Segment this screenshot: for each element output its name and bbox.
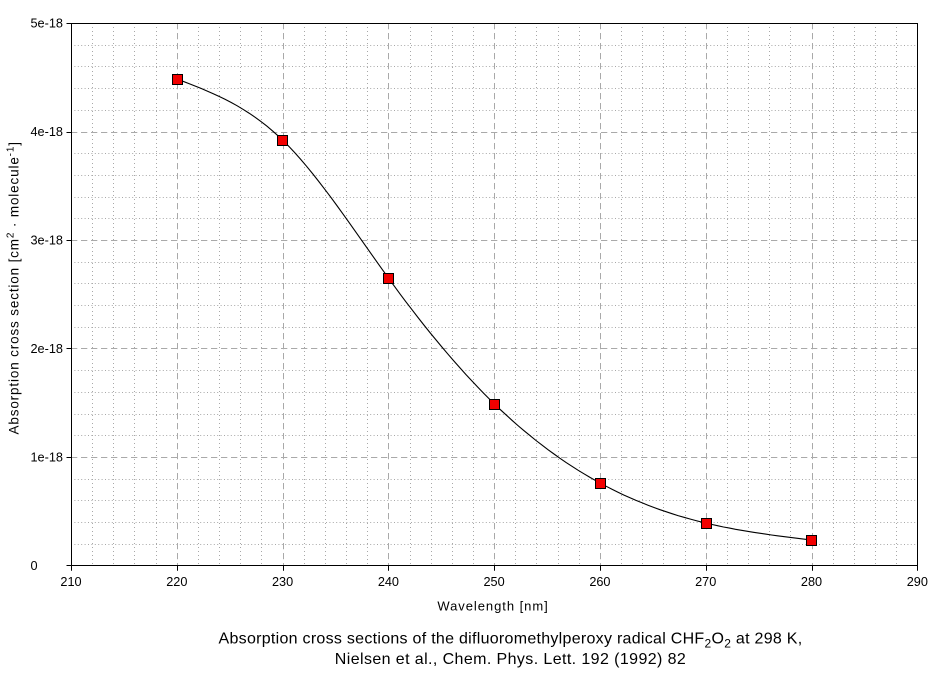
svg-text:210: 210 (60, 575, 81, 589)
svg-text:0: 0 (31, 559, 38, 573)
svg-text:4e-18: 4e-18 (31, 125, 63, 139)
svg-text:1e-18: 1e-18 (31, 451, 63, 465)
svg-text:2e-18: 2e-18 (31, 342, 63, 356)
svg-text:270: 270 (695, 575, 716, 589)
svg-text:3e-18: 3e-18 (31, 234, 63, 248)
svg-text:280: 280 (801, 575, 822, 589)
svg-text:230: 230 (272, 575, 293, 589)
svg-text:240: 240 (378, 575, 399, 589)
svg-text:250: 250 (484, 575, 505, 589)
svg-text:220: 220 (166, 575, 187, 589)
svg-text:5e-18: 5e-18 (31, 17, 63, 31)
svg-text:Nielsen et al., Chem. Phys. Le: Nielsen et al., Chem. Phys. Lett. 192 (1… (335, 651, 686, 668)
svg-text:290: 290 (907, 575, 928, 589)
svg-text:Wavelength [nm]: Wavelength [nm] (437, 599, 548, 614)
svg-text:Absorption cross sections of t: Absorption cross sections of the difluor… (219, 631, 803, 651)
svg-text:Absorption cross section [cm2: Absorption cross section [cm2 · molecule… (6, 141, 22, 434)
svg-text:260: 260 (589, 575, 610, 589)
